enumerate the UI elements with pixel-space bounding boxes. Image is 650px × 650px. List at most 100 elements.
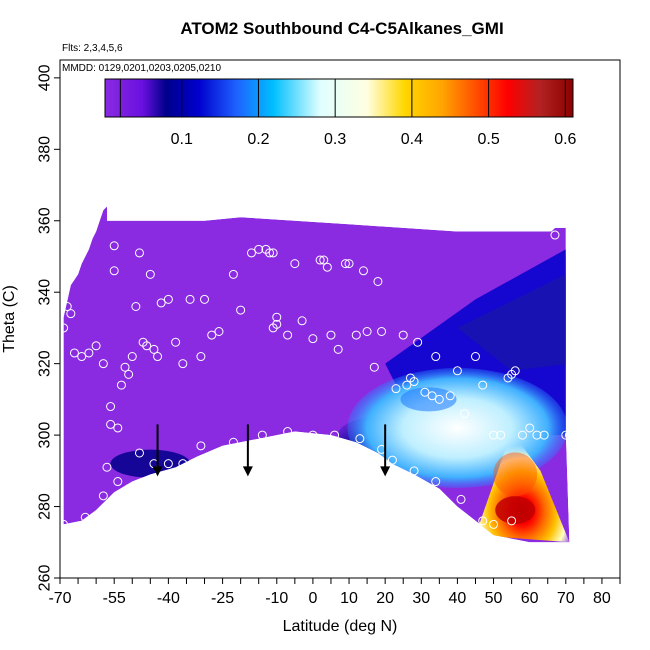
observation-point [268,248,278,258]
observation-point [434,394,444,404]
arrow-head [242,466,253,477]
observation-point [124,369,134,379]
x-tick-label: 40 [449,590,467,607]
observation-point [145,269,155,279]
observation-point [113,423,123,433]
y-tick-label: 360 [37,207,54,234]
observation-point [496,430,506,440]
observation-point [98,359,108,369]
observation-point [272,319,282,329]
colorbar-tick-label: 0.5 [477,131,499,148]
colorbar-tick-label: 0.4 [401,131,423,148]
observation-point [77,352,87,362]
observation-point [297,316,307,326]
observation-point [109,266,119,276]
observation-point [308,430,318,440]
y-axis: 260 280 300 320 340 360 380 400 [37,64,60,591]
field-max-halo [493,452,538,497]
observation-point [391,384,401,394]
observation-point [564,430,574,440]
x-tick-label: 80 [593,590,611,607]
observation-point [489,430,499,440]
observation-point [550,230,560,240]
arrow-head [152,466,163,477]
observation-point [106,402,116,412]
observation-point [196,441,206,451]
colorbar-tick-label: 0.6 [554,131,576,148]
observation-point [127,352,137,362]
y-tick-label: 260 [37,565,54,592]
x-axis: -70 -55 -40 -25 -10 0 10 20 30 40 50 60 70 80 [48,578,621,607]
x-tick-label: -40 [157,590,180,607]
observation-point [66,309,76,319]
colorbar-tick-label: 0.1 [171,131,193,148]
observation-point [561,430,571,440]
colorbar-rect [104,78,574,118]
arrow-head [380,466,391,477]
observation-point [377,327,387,337]
observation-point [153,352,163,362]
observation-point [517,430,527,440]
observation-point [283,330,293,340]
observation-point [214,327,224,337]
observation-point [322,262,332,272]
observation-point [351,330,361,340]
observation-point [445,391,455,401]
observation-point [207,330,217,340]
observation-point [116,380,126,390]
observation-point [431,477,441,487]
observation-point [358,266,368,276]
observation-point [163,294,173,304]
x-tick-label: 70 [557,590,575,607]
observation-point [283,427,293,437]
observation-point [62,301,72,311]
observation-point [456,494,466,504]
observation-points [59,230,574,529]
observation-point [478,516,488,526]
observation-point [478,380,488,390]
y-tick-label: 400 [37,64,54,91]
observation-point [69,348,79,358]
observation-point [257,430,267,440]
x-axis-label: Latitude (deg N) [283,618,398,635]
observation-point [539,430,549,440]
observation-point [369,362,379,372]
observation-point [178,459,188,469]
observation-point [290,259,300,269]
observation-point [326,330,336,340]
x-tick-label: 0 [308,590,317,607]
y-tick-label: 380 [37,136,54,163]
observation-point [431,352,441,362]
x-tick-label: -70 [48,590,71,607]
observation-point [532,430,542,440]
observation-point [236,305,246,315]
plot-frame [59,59,621,579]
observation-point [330,430,340,440]
observation-point [120,362,130,372]
observation-point [460,409,470,419]
observation-point [362,327,372,337]
observation-point [265,248,275,258]
x-tick-label: 20 [376,590,394,607]
field-max-core [495,496,536,525]
observation-point [373,276,383,286]
observation-point [124,484,134,494]
observation-point [409,466,419,476]
observation-point [344,259,354,269]
observation-point [98,491,108,501]
flights-note: Flts: 2,3,4,5,6 [62,43,123,54]
observation-point [333,344,343,354]
observation-point [131,301,141,311]
chart-title: ATOM2 Southbound C4-C5Alkanes_GMI [180,19,503,38]
observation-point [109,241,119,251]
y-tick-label: 320 [37,350,54,377]
x-tick-label: 60 [521,590,539,607]
colorbar [104,78,574,118]
observation-point [134,448,144,458]
observation-point [149,344,159,354]
x-tick-label: -25 [211,590,234,607]
observation-point [200,294,210,304]
observation-point [163,459,173,469]
observation-point [228,437,238,447]
